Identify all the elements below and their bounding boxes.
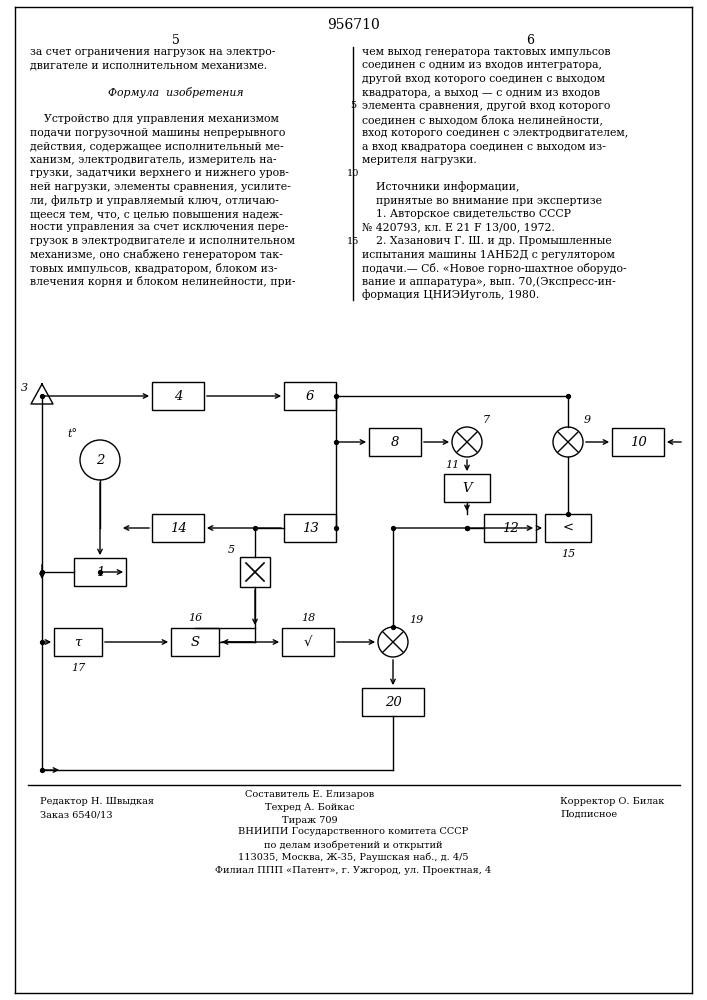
- Text: соединен с одним из входов интегратора,: соединен с одним из входов интегратора,: [362, 60, 602, 70]
- Text: ности управления за счет исключения пере-: ности управления за счет исключения пере…: [30, 223, 288, 232]
- Text: 5: 5: [350, 102, 356, 110]
- Text: Техред А. Бойкас: Техред А. Бойкас: [265, 803, 355, 812]
- Text: 9: 9: [584, 415, 591, 425]
- Bar: [240, 557, 270, 587]
- Text: Заказ 6540/13: Заказ 6540/13: [40, 810, 112, 819]
- Text: 13: 13: [302, 522, 318, 534]
- Text: формация ЦНИЭИуголь, 1980.: формация ЦНИЭИуголь, 1980.: [362, 290, 539, 300]
- Text: Устройство для управления механизмом: Устройство для управления механизмом: [30, 114, 279, 124]
- Text: <: <: [563, 522, 573, 534]
- Text: 18: 18: [301, 613, 315, 623]
- Text: 6: 6: [526, 33, 534, 46]
- Text: механизме, оно снабжено генератором так-: механизме, оно снабжено генератором так-: [30, 249, 283, 260]
- Text: вание и аппаратура», вып. 70,(Экспресс-ин-: вание и аппаратура», вып. 70,(Экспресс-и…: [362, 276, 616, 287]
- Text: элемента сравнения, другой вход которого: элемента сравнения, другой вход которого: [362, 101, 610, 111]
- Text: S: S: [190, 636, 199, 648]
- Text: Формула  изобретения: Формула изобретения: [108, 87, 244, 98]
- Text: Подписное: Подписное: [560, 810, 617, 819]
- Text: 2: 2: [96, 454, 104, 466]
- Text: подачи.— Сб. «Новое горно-шахтное оборудо-: подачи.— Сб. «Новое горно-шахтное оборуд…: [362, 262, 626, 273]
- Text: t°: t°: [68, 429, 78, 439]
- Text: за счет ограничения нагрузок на электро-: за счет ограничения нагрузок на электро-: [30, 47, 275, 57]
- Text: квадратора, а выход — с одним из входов: квадратора, а выход — с одним из входов: [362, 88, 600, 98]
- Text: 14: 14: [170, 522, 187, 534]
- Text: Корректор О. Билак: Корректор О. Билак: [560, 797, 665, 806]
- Text: 10: 10: [347, 169, 359, 178]
- Bar: [54, 628, 102, 656]
- Text: 15: 15: [561, 549, 575, 559]
- Text: грузок в электродвигателе и исполнительном: грузок в электродвигателе и исполнительн…: [30, 236, 295, 246]
- Text: τ: τ: [74, 636, 82, 648]
- Text: 10: 10: [630, 436, 646, 448]
- Text: Составитель Е. Елизаров: Составитель Е. Елизаров: [245, 790, 375, 799]
- Bar: [484, 514, 536, 542]
- Text: щееся тем, что, с целью повышения надеж-: щееся тем, что, с целью повышения надеж-: [30, 209, 283, 219]
- Text: 2. Хазанович Г. Ш. и др. Промышленные: 2. Хазанович Г. Ш. и др. Промышленные: [362, 236, 612, 246]
- Text: соединен с выходом блока нелинейности,: соединен с выходом блока нелинейности,: [362, 114, 603, 125]
- Text: ли, фильтр и управляемый ключ, отличаю-: ли, фильтр и управляемый ключ, отличаю-: [30, 195, 279, 206]
- Text: ней нагрузки, элементы сравнения, усилите-: ней нагрузки, элементы сравнения, усилит…: [30, 182, 291, 192]
- Text: по делам изобретений и открытий: по делам изобретений и открытий: [264, 840, 443, 850]
- Bar: [444, 474, 490, 502]
- Bar: [362, 688, 424, 716]
- Text: мерителя нагрузки.: мерителя нагрузки.: [362, 155, 477, 165]
- Text: товых импульсов, квадратором, блоком из-: товых импульсов, квадратором, блоком из-: [30, 262, 277, 273]
- Text: 956710: 956710: [327, 18, 380, 32]
- Bar: [284, 514, 336, 542]
- Bar: [282, 628, 334, 656]
- Text: чем выход генератора тактовых импульсов: чем выход генератора тактовых импульсов: [362, 47, 611, 57]
- Text: 5: 5: [172, 33, 180, 46]
- Text: 8: 8: [391, 436, 399, 448]
- Text: грузки, задатчики верхнего и нижнего уров-: грузки, задатчики верхнего и нижнего уро…: [30, 168, 289, 178]
- Text: двигателе и исполнительном механизме.: двигателе и исполнительном механизме.: [30, 60, 267, 70]
- Text: 1: 1: [96, 566, 104, 578]
- Text: а вход квадратора соединен с выходом из-: а вход квадратора соединен с выходом из-: [362, 141, 606, 151]
- Text: 15: 15: [347, 236, 359, 245]
- Text: 1. Авторское свидетельство СССР: 1. Авторское свидетельство СССР: [362, 209, 571, 219]
- Text: 16: 16: [188, 613, 202, 623]
- Text: 7: 7: [483, 415, 490, 425]
- Bar: [152, 382, 204, 410]
- Text: подачи погрузочной машины непрерывного: подачи погрузочной машины непрерывного: [30, 128, 286, 138]
- Text: √: √: [304, 636, 312, 648]
- Text: 11: 11: [445, 460, 460, 470]
- Text: Редактор Н. Швыдкая: Редактор Н. Швыдкая: [40, 797, 154, 806]
- Text: 4: 4: [174, 389, 182, 402]
- Bar: [152, 514, 204, 542]
- Bar: [171, 628, 219, 656]
- Text: другой вход которого соединен с выходом: другой вход которого соединен с выходом: [362, 74, 605, 84]
- Text: 3: 3: [21, 383, 28, 393]
- Text: вход которого соединен с электродвигателем,: вход которого соединен с электродвигател…: [362, 128, 629, 138]
- Text: испытания машины 1АНБ2Д с регулятором: испытания машины 1АНБ2Д с регулятором: [362, 249, 615, 259]
- Text: 6: 6: [306, 389, 314, 402]
- Text: 17: 17: [71, 663, 85, 673]
- Text: 20: 20: [385, 696, 402, 708]
- Text: 12: 12: [502, 522, 518, 534]
- Bar: [612, 428, 664, 456]
- Text: 19: 19: [409, 615, 423, 625]
- Text: 113035, Москва, Ж-35, Раушская наб., д. 4/5: 113035, Москва, Ж-35, Раушская наб., д. …: [238, 853, 468, 862]
- Text: Источники информации,: Источники информации,: [362, 182, 520, 192]
- Bar: [369, 428, 421, 456]
- Bar: [284, 382, 336, 410]
- Text: 5: 5: [228, 545, 235, 555]
- Bar: [74, 558, 126, 586]
- Text: Филиал ППП «Патент», г. Ужгород, ул. Проектная, 4: Филиал ППП «Патент», г. Ужгород, ул. Про…: [215, 866, 491, 875]
- Text: влечения корня и блоком нелинейности, при-: влечения корня и блоком нелинейности, пр…: [30, 276, 296, 287]
- Text: принятые во внимание при экспертизе: принятые во внимание при экспертизе: [362, 196, 602, 206]
- Text: V: V: [462, 482, 472, 494]
- Text: действия, содержащее исполнительный ме-: действия, содержащее исполнительный ме-: [30, 141, 284, 151]
- Text: ханизм, электродвигатель, измеритель на-: ханизм, электродвигатель, измеритель на-: [30, 155, 276, 165]
- Text: № 420793, кл. Е 21 F 13/00, 1972.: № 420793, кл. Е 21 F 13/00, 1972.: [362, 223, 555, 232]
- Text: Тираж 709: Тираж 709: [282, 816, 338, 825]
- Text: ВНИИПИ Государственного комитета СССР: ВНИИПИ Государственного комитета СССР: [238, 827, 468, 836]
- Bar: [545, 514, 591, 542]
